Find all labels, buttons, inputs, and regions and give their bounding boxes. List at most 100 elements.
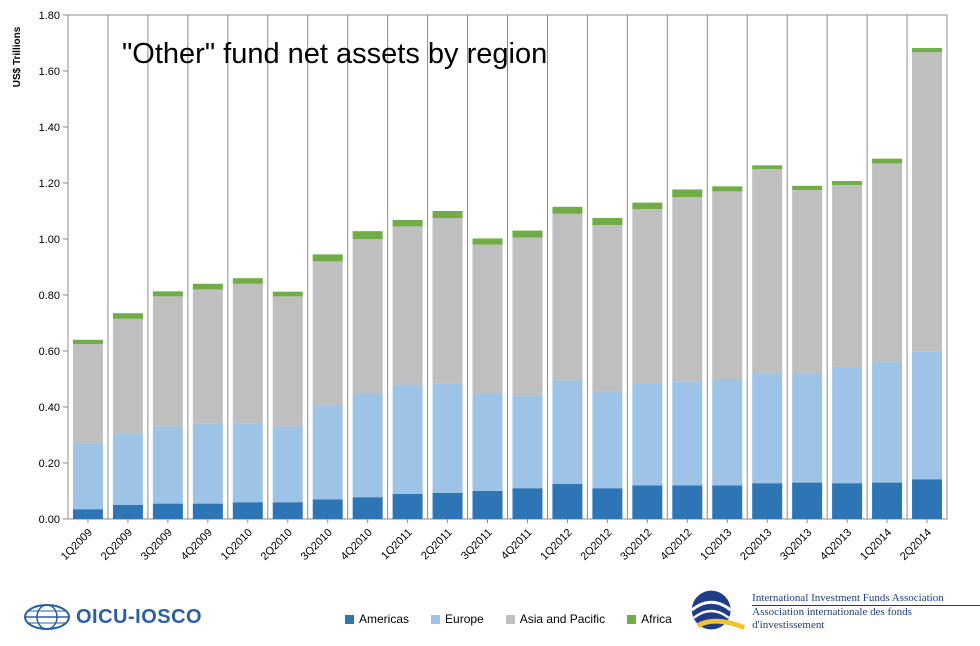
bar-europe: [752, 373, 783, 484]
y-tick-label: 0.60: [39, 346, 60, 358]
bar-europe: [672, 381, 703, 486]
bar-africa: [112, 313, 143, 319]
legend-item: Asia and Pacific: [505, 612, 606, 626]
iosco-logo-text: OICU-IOSCO: [76, 605, 203, 628]
bar-asia-and-pacific: [912, 52, 943, 352]
bar-europe: [552, 380, 583, 484]
x-tick-label: 2Q2011: [419, 527, 455, 563]
bar-asia-and-pacific: [592, 225, 623, 392]
x-tick-label: 3Q2012: [618, 527, 654, 563]
bar-europe: [872, 362, 903, 483]
x-tick-label: 4Q2013: [818, 527, 854, 563]
bar-americas: [352, 497, 383, 519]
y-tick-label: 1.60: [39, 66, 60, 78]
bar-africa: [392, 219, 423, 227]
bar-europe: [392, 384, 423, 494]
legend-item: Europe: [431, 612, 484, 626]
y-axis-label: US$ Trillions: [12, 26, 23, 87]
bar-europe: [832, 366, 863, 484]
x-tick-label: 3Q2010: [299, 527, 335, 563]
bar-europe: [912, 351, 943, 480]
y-tick-label: 0.40: [39, 402, 60, 414]
bar-africa: [432, 211, 463, 218]
x-tick-label: 4Q2010: [339, 527, 375, 563]
bar-asia-and-pacific: [552, 213, 583, 381]
bar-asia-and-pacific: [272, 296, 303, 427]
bar-asia-and-pacific: [872, 163, 903, 363]
x-tick-label: 3Q2011: [459, 527, 495, 563]
legend-swatch: [627, 614, 637, 624]
bar-americas: [472, 491, 503, 519]
bar-asia-and-pacific: [192, 289, 223, 424]
chart-legend: Americas Europe Asia and Pacific Africa: [345, 612, 672, 626]
bar-africa: [512, 230, 543, 238]
bar-asia-and-pacific: [72, 344, 103, 444]
legend-label: Europe: [445, 612, 484, 626]
legend-swatch: [505, 614, 515, 624]
bar-africa: [72, 339, 103, 344]
bar-africa: [872, 158, 903, 164]
bar-europe: [192, 423, 223, 504]
iosco-logo: OICU-IOSCO: [22, 603, 202, 631]
bar-americas: [792, 482, 823, 519]
bar-americas: [752, 483, 783, 519]
bar-europe: [272, 426, 303, 503]
bar-americas: [312, 499, 343, 519]
bar-europe: [792, 373, 823, 483]
legend-label: Africa: [641, 612, 672, 626]
y-tick-label: 1.00: [39, 234, 60, 246]
x-tick-label: 1Q2009: [59, 527, 95, 563]
bar-africa: [272, 291, 303, 297]
bar-europe: [152, 426, 183, 504]
bar-asia-and-pacific: [232, 283, 263, 424]
bar-africa: [232, 278, 263, 284]
bar-asia-and-pacific: [712, 191, 743, 379]
bar-asia-and-pacific: [312, 261, 343, 406]
bar-africa: [752, 165, 783, 169]
x-tick-label: 1Q2014: [858, 527, 894, 563]
iifa-name-fr: Association internationale des fonds d'i…: [752, 605, 980, 632]
bar-europe: [112, 433, 143, 505]
bar-asia-and-pacific: [472, 244, 503, 393]
bar-africa: [152, 291, 183, 297]
y-tick-label: 0.20: [39, 458, 60, 470]
bar-asia-and-pacific: [832, 184, 863, 367]
bar-europe: [432, 383, 463, 493]
legend-label: Americas: [359, 612, 410, 626]
bar-asia-and-pacific: [432, 218, 463, 384]
bar-europe: [232, 423, 263, 503]
bar-africa: [352, 231, 383, 239]
bar-asia-and-pacific: [672, 197, 703, 382]
x-tick-label: 4Q2012: [658, 527, 694, 563]
bar-asia-and-pacific: [632, 209, 663, 385]
y-tick-label: 0.00: [39, 514, 60, 526]
x-tick-label: 4Q2011: [499, 527, 535, 563]
bar-europe: [352, 393, 383, 498]
legend-item: Americas: [345, 612, 409, 626]
bar-europe: [512, 395, 543, 489]
x-tick-label: 4Q2009: [179, 527, 215, 563]
globe-icon: [24, 604, 70, 630]
bar-europe: [632, 384, 663, 486]
y-tick-label: 1.40: [39, 122, 60, 134]
legend-label: Asia and Pacific: [519, 612, 606, 626]
bar-americas: [592, 488, 623, 519]
x-tick-label: 1Q2010: [219, 527, 255, 563]
bar-americas: [72, 509, 103, 519]
chart-title: "Other" fund net assets by region: [122, 38, 547, 70]
bar-asia-and-pacific: [152, 296, 183, 427]
bar-africa: [312, 254, 343, 262]
legend-item: Africa: [627, 612, 672, 626]
bar-americas: [152, 503, 183, 519]
bar-europe: [592, 391, 623, 489]
bar-americas: [872, 482, 903, 519]
x-tick-label: 1Q2011: [379, 527, 415, 563]
x-tick-label: 2Q2009: [99, 527, 135, 563]
y-tick-label: 1.20: [39, 178, 60, 190]
x-tick-label: 2Q2014: [898, 527, 934, 563]
bar-africa: [672, 189, 703, 197]
bar-europe: [472, 393, 503, 491]
bar-europe: [72, 443, 103, 510]
x-tick-label: 2Q2012: [578, 527, 614, 563]
